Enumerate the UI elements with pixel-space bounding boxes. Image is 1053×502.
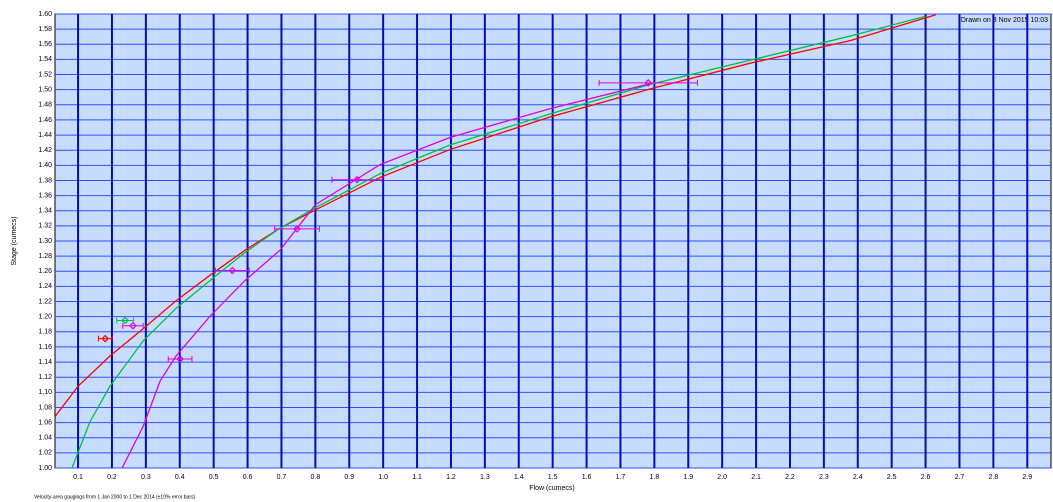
x-tick-label: 2.9 (1022, 474, 1032, 481)
error-bar (122, 322, 144, 329)
y-tick-label: 1.10 (38, 389, 52, 396)
rating-curve (55, 14, 936, 417)
y-tick-label: 1.32 (38, 223, 52, 230)
x-tick-label: 1.4 (514, 474, 524, 481)
y-tick-label: 1.48 (38, 102, 52, 109)
rating-curve (71, 15, 926, 468)
x-tick-label: 1.9 (683, 474, 693, 481)
y-tick-label: 1.34 (38, 208, 52, 215)
gauging-point (228, 266, 237, 275)
gauging-point (644, 79, 653, 87)
x-tick-label: 2.4 (853, 474, 863, 481)
y-axis-label: Stage (cumecs) (11, 216, 18, 265)
x-tick-label: 0.7 (277, 474, 287, 481)
x-tick-label: 1.3 (480, 474, 490, 481)
y-tick-label: 1.52 (38, 71, 52, 78)
y-tick-label: 1.60 (38, 11, 52, 18)
y-tick-label: 1.36 (38, 192, 52, 199)
note: Velocity-area gaugings from 1 Jan 2000 t… (34, 494, 195, 500)
y-tick-label: 1.28 (38, 253, 52, 260)
x-tick-label: 2.0 (717, 474, 727, 481)
gauging-point (176, 355, 184, 363)
x-tick-label: 1.6 (582, 474, 592, 481)
rating-curve (121, 82, 651, 468)
y-tick-label: 1.30 (38, 238, 52, 245)
y-tick-label: 1.50 (38, 87, 52, 94)
x-tick-label: 0.1 (73, 474, 83, 481)
x-axis-label: Flow (cumecs) (529, 485, 575, 492)
x-tick-label: 0.2 (107, 474, 117, 481)
gauging-point (293, 225, 301, 233)
x-tick-label: 2.8 (989, 474, 999, 481)
y-tick-label: 1.12 (38, 374, 52, 381)
error-bar (116, 317, 135, 324)
error-bar (331, 176, 383, 183)
annotation: Drawn on 3 Nov 2015 10:03 (961, 17, 1048, 24)
gauging-point (353, 175, 361, 184)
y-tick-label: 1.56 (38, 41, 52, 48)
x-tick-label: 0.8 (310, 474, 320, 481)
y-tick-label: 1.18 (38, 329, 52, 336)
x-tick-label: 2.3 (819, 474, 829, 481)
y-tick-label: 1.14 (38, 359, 52, 366)
gauging-point (101, 334, 110, 343)
x-tick-label: 2.2 (785, 474, 795, 481)
y-tick-label: 1.16 (38, 344, 52, 351)
x-tick-label: 2.1 (751, 474, 761, 481)
error-bar (214, 267, 250, 274)
x-tick-label: 0.3 (141, 474, 151, 481)
x-tick-label: 1.7 (616, 474, 626, 481)
x-tick-label: 1.8 (649, 474, 659, 481)
y-tick-label: 1.00 (38, 465, 52, 472)
y-tick-label: 1.44 (38, 132, 52, 139)
y-tick-label: 1.22 (38, 298, 52, 305)
y-tick-label: 1.40 (38, 162, 52, 169)
y-tick-label: 1.20 (38, 314, 52, 321)
y-tick-label: 1.04 (38, 435, 52, 442)
error-bar (97, 335, 113, 342)
x-tick-label: 2.5 (887, 474, 897, 481)
x-tick-label: 1.0 (378, 474, 388, 481)
x-tick-label: 2.6 (921, 474, 931, 481)
y-tick-label: 1.54 (38, 56, 52, 63)
error-bar (167, 356, 193, 363)
y-tick-label: 1.26 (38, 268, 52, 275)
gauging-point (121, 316, 130, 325)
y-tick-label: 1.58 (38, 26, 52, 33)
y-tick-label: 1.42 (38, 147, 52, 154)
y-tick-label: 1.06 (38, 419, 52, 426)
y-tick-label: 1.02 (38, 450, 52, 457)
x-tick-label: 1.1 (412, 474, 422, 481)
error-bar (598, 79, 698, 86)
x-tick-label: 0.4 (175, 474, 185, 481)
y-tick-label: 1.24 (38, 283, 52, 290)
x-tick-label: 0.9 (344, 474, 354, 481)
x-tick-label: 2.7 (955, 474, 965, 481)
error-bar (274, 225, 320, 232)
x-tick-label: 0.5 (209, 474, 219, 481)
y-tick-label: 1.46 (38, 117, 52, 124)
x-tick-label: 1.5 (548, 474, 558, 481)
x-tick-label: 0.6 (243, 474, 253, 481)
x-tick-label: 1.2 (446, 474, 456, 481)
gauging-point (129, 321, 137, 330)
y-tick-label: 1.38 (38, 177, 52, 184)
y-tick-label: 1.08 (38, 404, 52, 411)
